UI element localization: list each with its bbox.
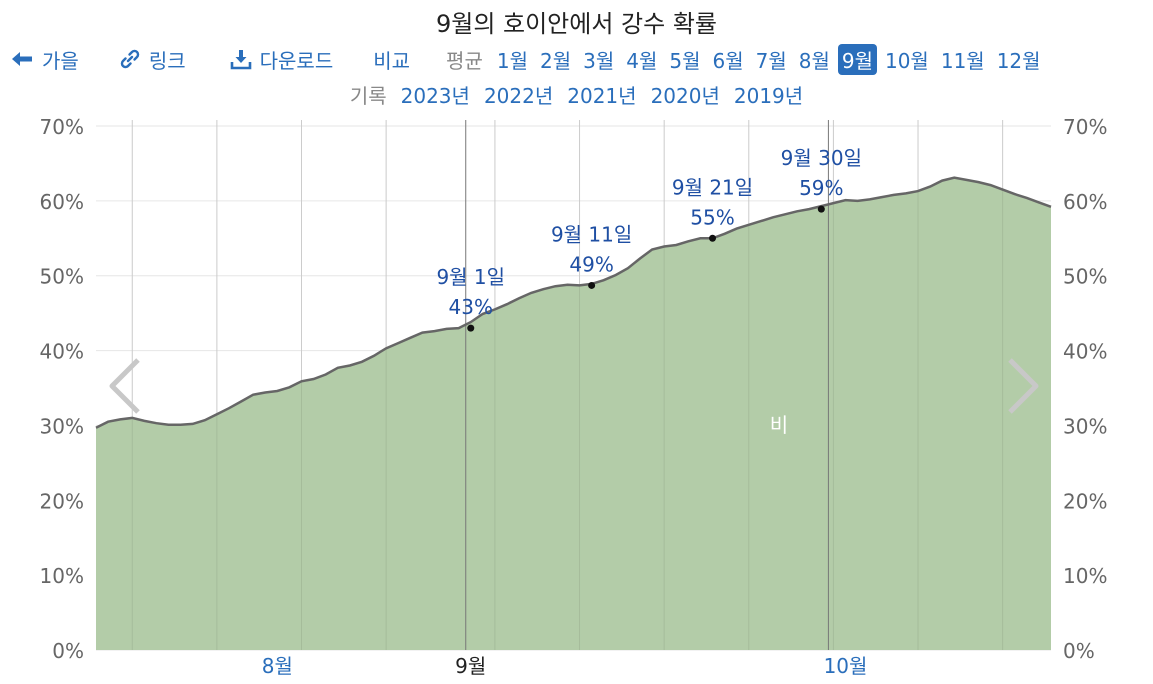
chart-title: 9월의 호이안에서 강수 확률 (435, 10, 718, 38)
month-button-12[interactable]: 12월 (996, 48, 1041, 73)
download-icon (230, 50, 251, 70)
y-tick-label-right: 20% (1063, 489, 1107, 513)
x-tick-label: 8월 (262, 654, 293, 678)
month-button-4[interactable]: 4월 (626, 48, 658, 73)
x-tick-label: 9월 (455, 654, 486, 678)
annotation-date: 9월 1일 (436, 265, 505, 289)
average-label: 평균 (446, 48, 483, 73)
annotation-value: 49% (569, 252, 613, 276)
y-tick-label-left: 10% (40, 564, 84, 588)
month-button-5[interactable]: 5월 (669, 48, 701, 73)
chevron-left-icon[interactable] (109, 358, 140, 414)
y-tick-label-right: 40% (1063, 340, 1107, 364)
toolbar: 가을 링크 다운로드 비교 평균 1월 2월 3월 4월 5월 6월 7월 8월 9월 10월 11… (10, 43, 1045, 75)
records-row: 기록 2023년 2022년 2021년 2020년 2019년 (0, 80, 1153, 109)
link-icon (120, 49, 140, 69)
link-button[interactable]: 링크 (119, 45, 186, 74)
month-button-11[interactable]: 11월 (940, 48, 985, 73)
month-button-2[interactable]: 2월 (539, 48, 572, 73)
month-button-7[interactable]: 7월 (755, 48, 787, 73)
year-link-5[interactable]: 2019년 (733, 84, 804, 108)
y-tick-label-right: 10% (1063, 564, 1107, 588)
year-link-1[interactable]: 2023년 (400, 84, 470, 108)
month-button-9[interactable]: 9월 (837, 43, 877, 75)
chevron-right-icon[interactable] (1008, 358, 1039, 414)
year-list: 2023년 2022년 2021년 2020년 2019년 (387, 80, 804, 109)
y-tick-label-left: 30% (40, 414, 84, 438)
link-label: 링크 (148, 48, 186, 73)
rain-area (96, 177, 1051, 650)
y-tick-label-left: 50% (40, 265, 84, 289)
annotation-value: 55% (690, 205, 734, 229)
y-tick-label-right: 0% (1063, 639, 1095, 663)
annotation-point (709, 234, 717, 242)
year-link-3[interactable]: 2021년 (567, 84, 637, 108)
annotation-value: 59% (799, 176, 843, 200)
year-link-2[interactable]: 2022년 (483, 84, 554, 108)
compare-button[interactable]: 비교 (373, 48, 411, 73)
back-button[interactable]: 가을 (10, 45, 79, 74)
y-tick-label-right: 70% (1063, 115, 1107, 139)
y-tick-label-right: 60% (1063, 190, 1107, 214)
series-label: 비 (770, 413, 788, 437)
month-button-1[interactable]: 1월 (496, 48, 528, 73)
y-tick-label-left: 0% (52, 639, 84, 663)
annotation-value: 43% (449, 295, 493, 319)
month-button-8[interactable]: 8월 (798, 48, 830, 73)
y-tick-label-right: 50% (1063, 265, 1107, 289)
y-tick-label-right: 30% (1063, 414, 1107, 438)
download-button[interactable]: 다운로드 (230, 45, 334, 74)
month-button-3[interactable]: 3월 (583, 48, 615, 73)
annotation-point (588, 281, 596, 289)
back-label: 가을 (42, 48, 79, 73)
rain-line (95, 176, 1052, 429)
y-tick-label-left: 60% (40, 190, 84, 214)
annotation-date: 9월 30일 (781, 146, 862, 170)
annotation-point (467, 324, 475, 332)
x-tick-label: 10월 (824, 654, 868, 678)
annotation-point (817, 205, 825, 213)
download-label: 다운로드 (259, 48, 334, 73)
arrow-left-icon (12, 52, 32, 66)
month-button-10[interactable]: 10월 (884, 48, 929, 73)
year-link-4[interactable]: 2020년 (650, 84, 720, 108)
y-tick-label-left: 70% (40, 115, 84, 139)
month-button-6[interactable]: 6월 (712, 48, 744, 73)
annotation-date: 9월 11일 (551, 222, 632, 246)
annotation-date: 9월 21일 (672, 175, 753, 199)
month-list: 1월 2월 3월 4월 5월 6월 7월 8월 9월 10월 11월 12월 (493, 43, 1045, 75)
y-tick-label-left: 40% (40, 340, 84, 364)
records-label: 기록 (349, 84, 387, 108)
y-tick-label-left: 20% (40, 489, 84, 513)
